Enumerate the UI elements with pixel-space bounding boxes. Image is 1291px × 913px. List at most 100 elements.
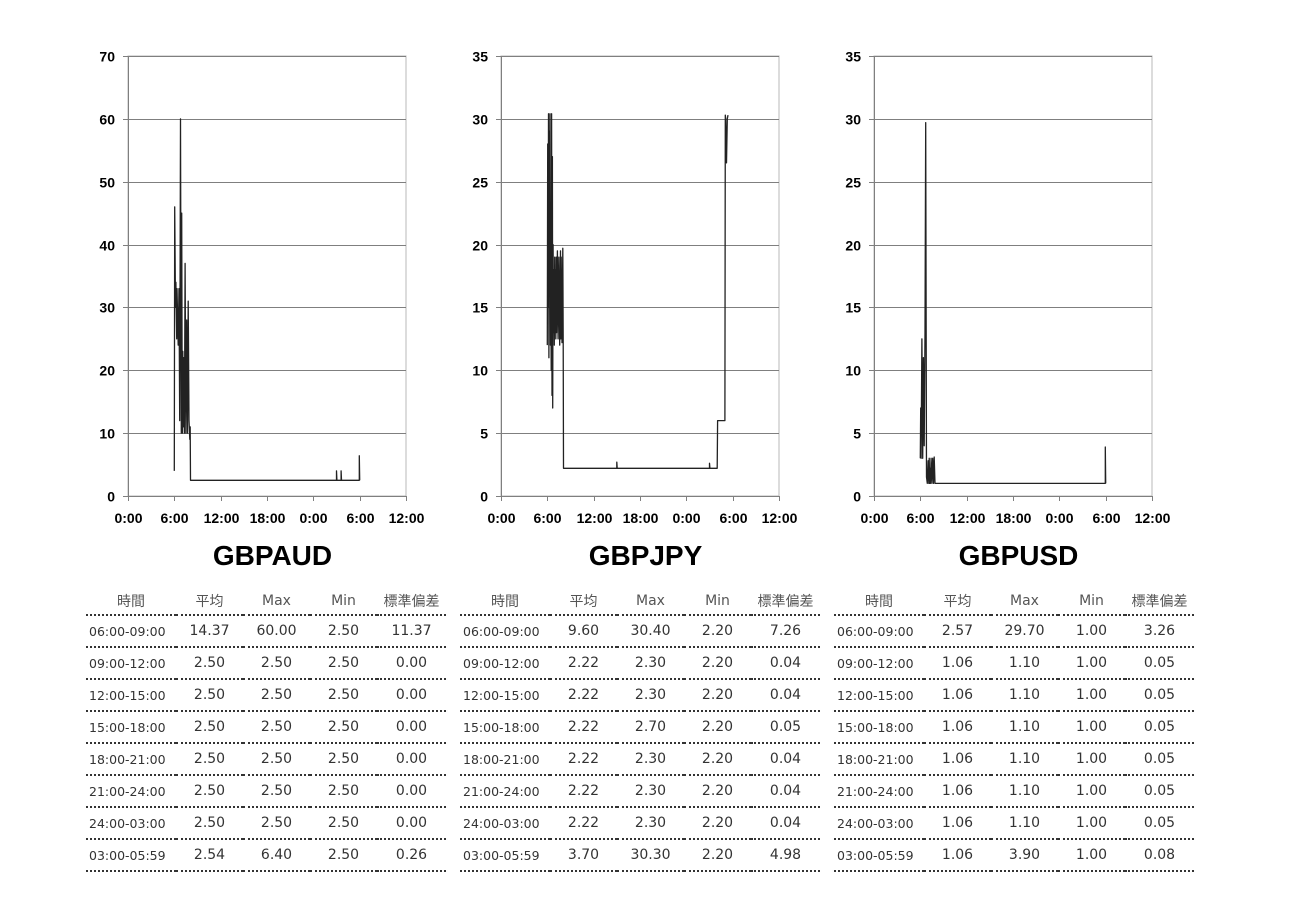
cell-std-dev: 0.00 [377, 679, 446, 712]
table-row: 21:00-24:00 2.50 2.50 2.50 0.00 [86, 775, 446, 808]
y-tick-label: 10 [472, 363, 488, 379]
y-tick-label: 60 [99, 112, 115, 128]
cell-min: 2.50 [310, 647, 377, 680]
x-tick-label: 0:00 [299, 510, 327, 526]
cell-min: 1.00 [1058, 679, 1125, 712]
cell-time: 09:00-12:00 [834, 647, 924, 680]
cell-max: 2.50 [243, 743, 310, 776]
gbpjpy-panel: 0 5 10 15 20 25 30 35 0:00 6:00 12:00 18:00 0:00 6:00… [459, 0, 832, 913]
x-tick-label: 18:00 [996, 510, 1032, 526]
header-min: Min [1058, 588, 1125, 616]
cell-time: 21:00-24:00 [86, 775, 176, 808]
cell-max: 2.50 [243, 647, 310, 680]
cell-average: 1.06 [924, 839, 991, 872]
x-tick-label: 6:00 [533, 510, 561, 526]
cell-average: 1.06 [924, 775, 991, 808]
cell-min: 2.50 [310, 711, 377, 744]
cell-max: 6.40 [243, 839, 310, 872]
cell-max: 2.50 [243, 679, 310, 712]
cell-time: 03:00-05:59 [834, 839, 924, 872]
series-line [919, 121, 1107, 485]
cell-average: 9.60 [550, 615, 617, 648]
table-row: 09:00-12:00 2.22 2.30 2.20 0.04 [460, 647, 820, 680]
y-tick-label: 5 [480, 426, 488, 442]
x-tick-label: 0:00 [487, 510, 515, 526]
cell-average: 2.50 [176, 711, 243, 744]
cell-min: 2.50 [310, 775, 377, 808]
cell-max: 1.10 [991, 807, 1058, 840]
table-row: 03:00-05:59 1.06 3.90 1.00 0.08 [834, 839, 1194, 872]
gbpusd-stats-table: 時間 平均 Max Min 標準偏差 06:00-09:00 2.57 29.70 1… [834, 588, 1194, 872]
table-row: 18:00-21:00 2.22 2.30 2.20 0.04 [460, 743, 820, 776]
header-max: Max [243, 588, 310, 616]
cell-std-dev: 0.04 [751, 647, 820, 680]
table-row: 12:00-15:00 2.50 2.50 2.50 0.00 [86, 679, 446, 712]
cell-std-dev: 0.00 [377, 647, 446, 680]
x-tick-label: 18:00 [250, 510, 286, 526]
y-tick-label: 70 [99, 49, 115, 65]
cell-average: 14.37 [176, 615, 243, 648]
cell-std-dev: 0.00 [377, 743, 446, 776]
x-tick-label: 6:00 [160, 510, 188, 526]
y-tick-label: 20 [845, 238, 861, 254]
cell-time: 15:00-18:00 [86, 711, 176, 744]
x-tick-label: 12:00 [577, 510, 613, 526]
cell-std-dev: 0.00 [377, 711, 446, 744]
cell-time: 21:00-24:00 [834, 775, 924, 808]
cell-max: 1.10 [991, 743, 1058, 776]
cell-max: 2.30 [617, 743, 684, 776]
cell-std-dev: 0.00 [377, 775, 446, 808]
cell-std-dev: 0.05 [1125, 775, 1194, 808]
cell-max: 2.30 [617, 807, 684, 840]
cell-min: 1.00 [1058, 807, 1125, 840]
header-average: 平均 [924, 588, 991, 616]
table-row: 06:00-09:00 2.57 29.70 1.00 3.26 [834, 615, 1194, 648]
cell-std-dev: 0.04 [751, 743, 820, 776]
cell-std-dev: 7.26 [751, 615, 820, 648]
header-min: Min [684, 588, 751, 616]
x-tick-label: 12:00 [204, 510, 240, 526]
cell-time: 09:00-12:00 [86, 647, 176, 680]
cell-average: 2.22 [550, 775, 617, 808]
cell-time: 24:00-03:00 [460, 807, 550, 840]
cell-min: 2.50 [310, 839, 377, 872]
x-tick-label: 18:00 [623, 510, 659, 526]
x-tick-label: 0:00 [114, 510, 142, 526]
gbpaud-stats-table: 時間 平均 Max Min 標準偏差 06:00-09:00 14.37 60.00… [86, 588, 446, 872]
table-row: 12:00-15:00 2.22 2.30 2.20 0.04 [460, 679, 820, 712]
table-row: 15:00-18:00 2.22 2.70 2.20 0.05 [460, 711, 820, 744]
cell-average: 1.06 [924, 743, 991, 776]
y-tick-label: 15 [472, 300, 488, 316]
cell-time: 15:00-18:00 [834, 711, 924, 744]
cell-std-dev: 0.08 [1125, 839, 1194, 872]
cell-average: 1.06 [924, 647, 991, 680]
header-std-dev: 標準偏差 [377, 588, 446, 616]
cell-std-dev: 4.98 [751, 839, 820, 872]
table-header-row: 時間 平均 Max Min 標準偏差 [460, 588, 820, 616]
cell-min: 1.00 [1058, 839, 1125, 872]
cell-time: 24:00-03:00 [86, 807, 176, 840]
cell-time: 15:00-18:00 [460, 711, 550, 744]
cell-time: 12:00-15:00 [460, 679, 550, 712]
y-tick-label: 20 [472, 238, 488, 254]
cell-min: 1.00 [1058, 743, 1125, 776]
header-std-dev: 標準偏差 [1125, 588, 1194, 616]
cell-std-dev: 0.05 [1125, 807, 1194, 840]
y-tick-label: 0 [853, 489, 861, 505]
cell-average: 2.50 [176, 775, 243, 808]
cell-average: 2.57 [924, 615, 991, 648]
cell-min: 2.20 [684, 807, 751, 840]
y-tick-label: 30 [845, 112, 861, 128]
header-max: Max [991, 588, 1058, 616]
table-row: 15:00-18:00 2.50 2.50 2.50 0.00 [86, 711, 446, 744]
cell-time: 21:00-24:00 [460, 775, 550, 808]
cell-std-dev: 0.05 [1125, 679, 1194, 712]
table-row: 21:00-24:00 2.22 2.30 2.20 0.04 [460, 775, 820, 808]
gbpusd-panel: 0 5 10 15 20 25 30 35 0:00 6:00 12:00 18:00 0:00 6:00… [832, 0, 1205, 913]
table-row: 03:00-05:59 3.70 30.30 2.20 4.98 [460, 839, 820, 872]
cell-max: 2.50 [243, 711, 310, 744]
cell-max: 1.10 [991, 775, 1058, 808]
table-header-row: 時間 平均 Max Min 標準偏差 [834, 588, 1194, 616]
cell-average: 2.22 [550, 647, 617, 680]
cell-min: 2.20 [684, 679, 751, 712]
